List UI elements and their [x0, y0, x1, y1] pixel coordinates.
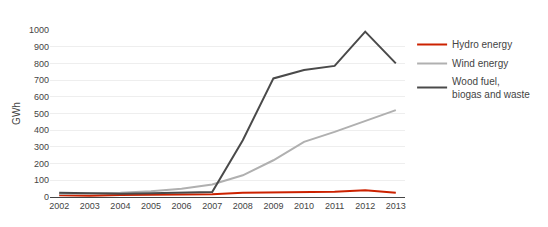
svg-text:100: 100: [34, 175, 49, 185]
svg-text:400: 400: [34, 125, 49, 135]
svg-text:2003: 2003: [80, 201, 100, 211]
svg-text:2011: 2011: [325, 201, 344, 211]
svg-text:900: 900: [34, 42, 49, 52]
svg-text:500: 500: [34, 109, 49, 119]
svg-text:2006: 2006: [172, 201, 192, 211]
svg-text:800: 800: [34, 59, 49, 69]
svg-text:0: 0: [44, 192, 49, 202]
svg-text:300: 300: [34, 142, 49, 152]
svg-text:1000: 1000: [29, 25, 49, 35]
svg-text:2009: 2009: [263, 201, 283, 211]
svg-text:Wood fuel,biogas and waste: Wood fuel,biogas and waste: [452, 76, 530, 100]
svg-text:200: 200: [34, 159, 49, 169]
svg-text:Hydro energy: Hydro energy: [452, 39, 512, 50]
svg-text:2013: 2013: [386, 201, 406, 211]
svg-text:2010: 2010: [294, 201, 314, 211]
svg-text:2004: 2004: [110, 201, 130, 211]
svg-text:2008: 2008: [233, 201, 253, 211]
svg-text:2005: 2005: [141, 201, 161, 211]
svg-text:Wind energy: Wind energy: [452, 58, 508, 69]
svg-text:GWh: GWh: [11, 102, 22, 125]
svg-text:2007: 2007: [202, 201, 222, 211]
svg-text:700: 700: [34, 75, 49, 85]
svg-text:600: 600: [34, 92, 49, 102]
svg-text:2002: 2002: [49, 201, 69, 211]
svg-text:2012: 2012: [355, 201, 375, 211]
